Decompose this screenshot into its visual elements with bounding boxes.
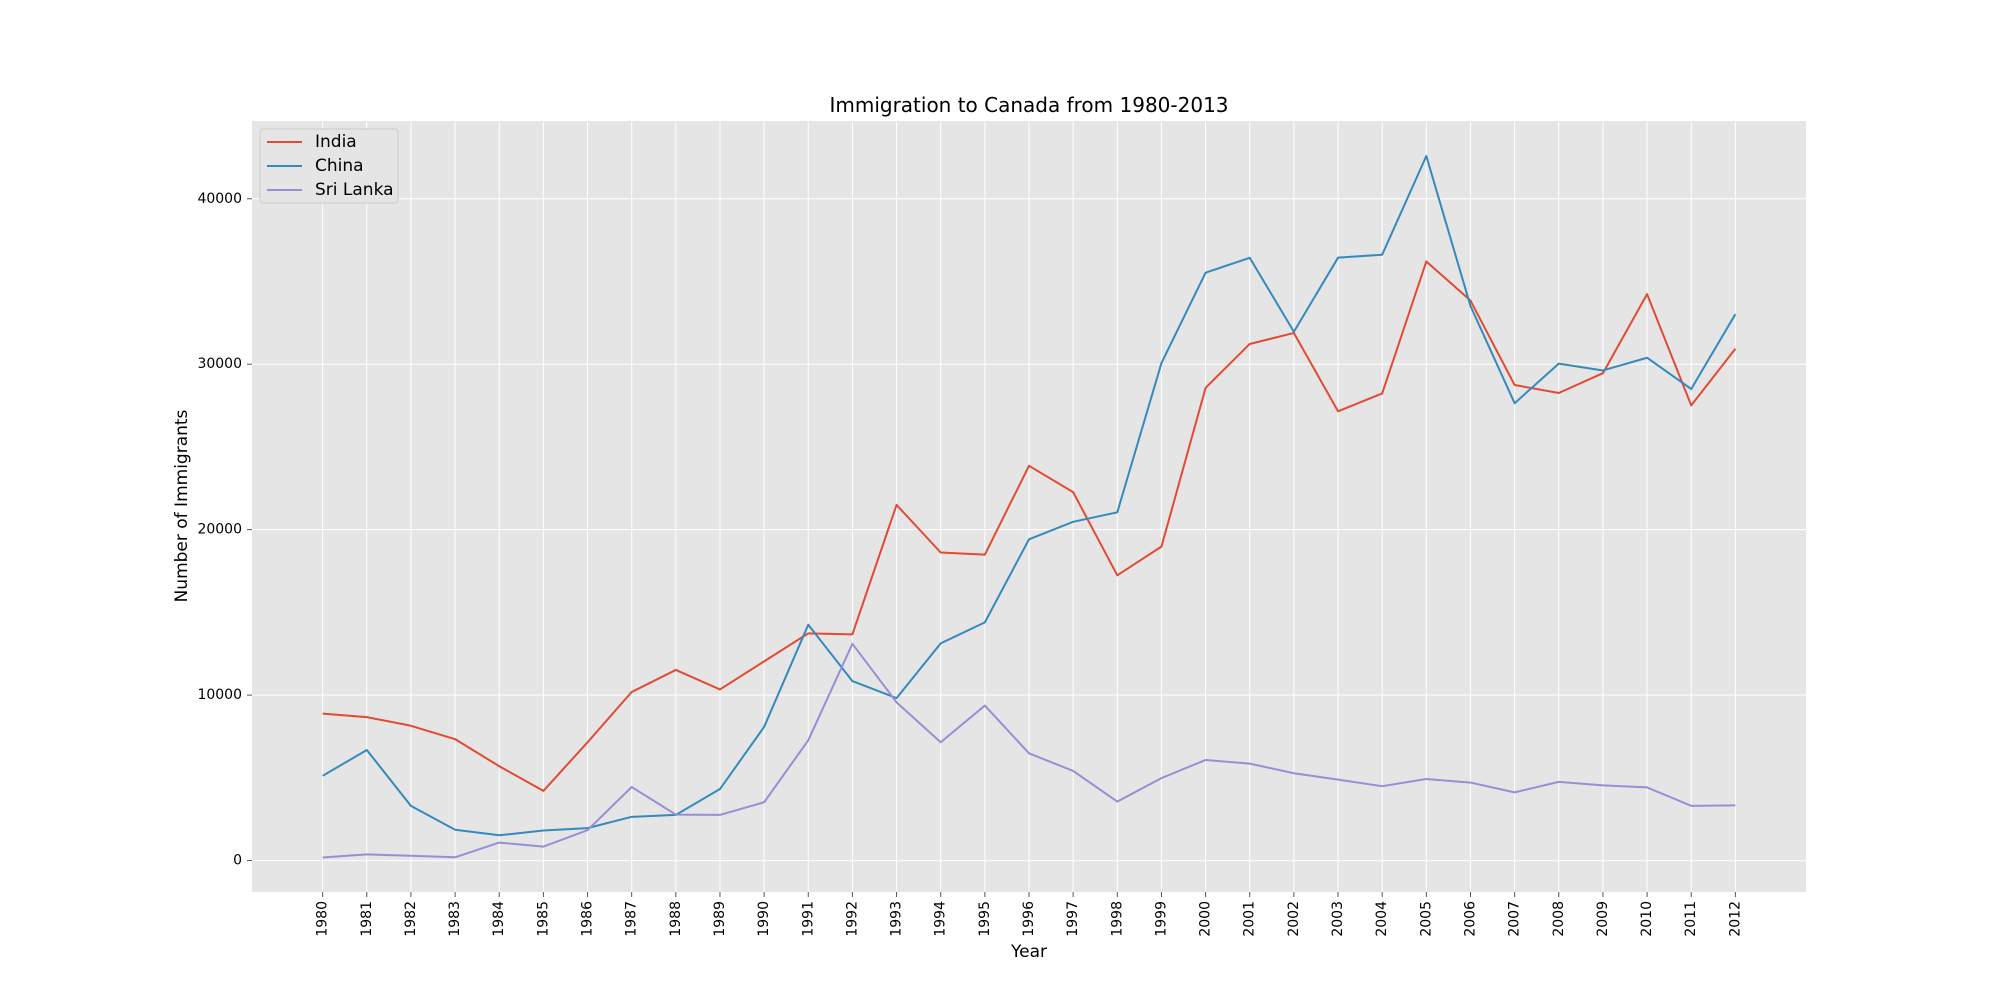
y-tick-label: 10000: [197, 687, 242, 703]
x-tick-label: 1989: [712, 901, 728, 937]
x-tick-label: 1983: [447, 901, 463, 937]
x-tick-label: 2002: [1286, 901, 1302, 937]
x-tick-label: 1990: [756, 901, 772, 937]
x-tick-label: 2008: [1551, 901, 1567, 937]
x-tick-label: 1982: [403, 901, 419, 937]
series-lines: [322, 155, 1737, 859]
y-tick-label: 0: [233, 853, 242, 869]
x-tick-label: 2012: [1727, 901, 1743, 937]
legend-label-india: India: [315, 132, 357, 152]
x-tick-label: 1984: [491, 901, 507, 937]
x-tick-label: 2003: [1330, 901, 1346, 937]
legend-label-sri-lanka: Sri Lanka: [315, 180, 394, 200]
x-tick-label: 2005: [1418, 901, 1434, 937]
x-tick-label: 2006: [1462, 901, 1478, 937]
x-tick-label: 1980: [315, 901, 331, 937]
legend-item-india: India: [267, 132, 357, 152]
chart-title: Immigration to Canada from 1980-2013: [829, 93, 1228, 117]
x-tick-label: 1998: [1109, 901, 1125, 937]
x-tick-label: 1987: [624, 901, 640, 937]
x-tick-label: 1985: [535, 901, 551, 937]
x-tick-label: 2004: [1374, 901, 1390, 937]
legend-item-china: China: [267, 156, 364, 176]
x-tick-label: 1981: [359, 901, 375, 937]
x-tick-label: 1995: [977, 901, 993, 937]
axis-ticks: 1980 1981 1982 1983 1984 1985 1986 1987 1988 1989…: [197, 191, 1743, 937]
x-tick-label: 1992: [844, 901, 860, 937]
x-tick-label: 1993: [889, 901, 905, 937]
legend-box: [259, 128, 399, 204]
x-tick-label: 2011: [1683, 901, 1699, 937]
x-tick-label: 1999: [1153, 901, 1169, 937]
x-tick-label: 1997: [1065, 901, 1081, 937]
x-tick-label: 1996: [1021, 901, 1037, 937]
x-tick-label: 1988: [668, 901, 684, 937]
x-tick-label: 2001: [1242, 901, 1258, 937]
x-tick-label: 2007: [1507, 901, 1523, 937]
x-tick-label: 1986: [580, 901, 596, 937]
y-tick-label: 20000: [197, 522, 242, 538]
x-tick-label: 2000: [1198, 901, 1214, 937]
x-tick-label: 2010: [1639, 901, 1655, 937]
legend-label-china: China: [315, 156, 364, 176]
y-axis-label: Number of Immigrants: [172, 409, 192, 602]
x-tick-label: 1994: [933, 901, 949, 937]
x-tick-label: 2009: [1595, 901, 1611, 937]
legend-item-sri-lanka: Sri Lanka: [267, 180, 394, 200]
legend: India China Sri Lanka: [259, 128, 399, 204]
series-line-india: [322, 260, 1737, 792]
series-line-china: [322, 155, 1737, 837]
x-tick-label: 1991: [800, 901, 816, 937]
y-tick-label: 30000: [197, 356, 242, 372]
x-axis-label: Year: [1010, 942, 1047, 962]
series-line-sri-lanka: [322, 642, 1736, 859]
y-tick-label: 40000: [197, 191, 242, 207]
grid-lines: [252, 121, 1806, 892]
